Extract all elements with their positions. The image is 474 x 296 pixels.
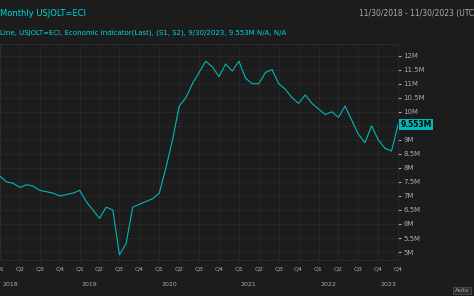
Text: 2019: 2019 [82, 282, 98, 287]
Text: 2020: 2020 [161, 282, 177, 287]
Text: Monthly USJOLT=ECI: Monthly USJOLT=ECI [0, 9, 86, 18]
Text: 11/30/2018 - 11/30/2023 (UTC: 11/30/2018 - 11/30/2023 (UTC [359, 9, 474, 18]
Text: 2022: 2022 [320, 282, 337, 287]
Text: 2018: 2018 [2, 282, 18, 287]
Text: 9.553M: 9.553M [401, 120, 432, 129]
Text: Line, USJOLT=ECI, Economic Indicator(Last), (S1, S2), 9/30/2023, 9.553M N/A, N/A: Line, USJOLT=ECI, Economic Indicator(Las… [0, 30, 286, 36]
Text: Auto: Auto [455, 288, 469, 293]
Text: 2023: 2023 [380, 282, 396, 287]
Text: 2021: 2021 [241, 282, 257, 287]
